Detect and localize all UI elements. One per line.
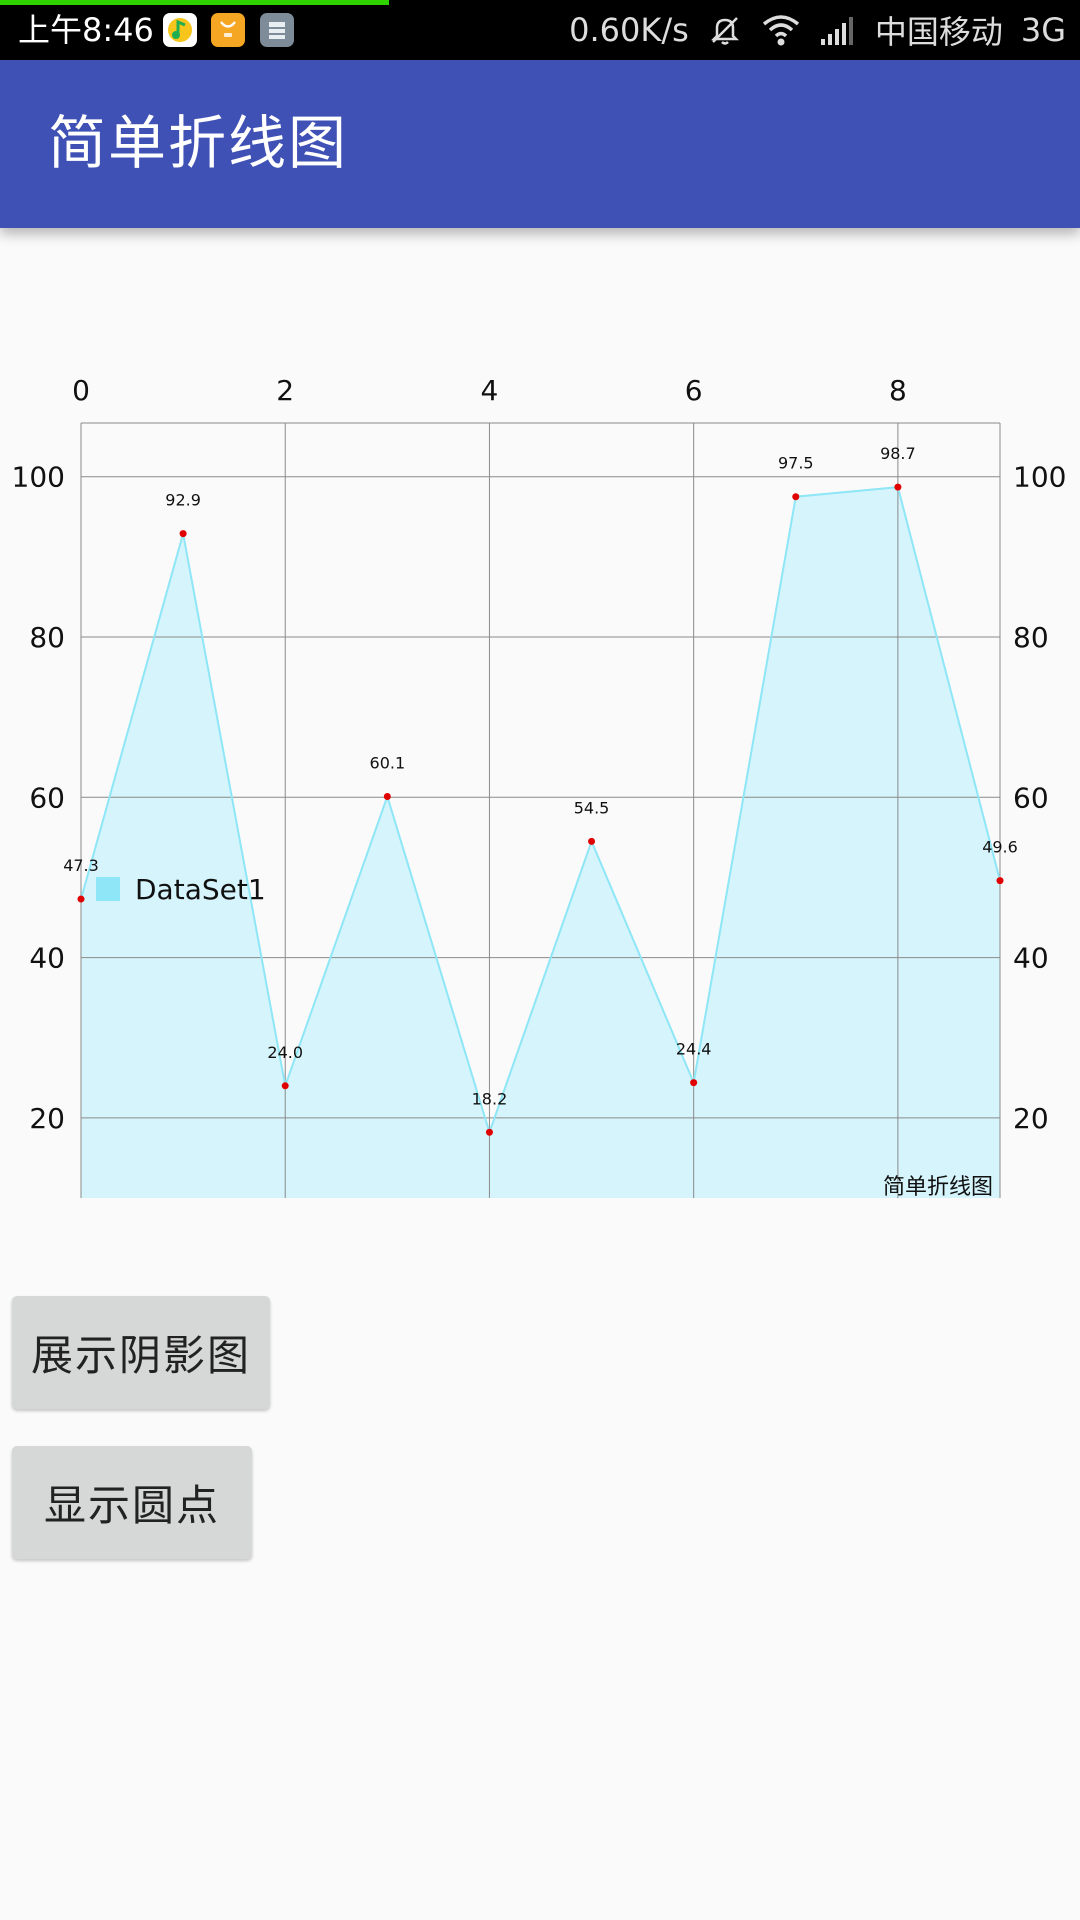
data-point xyxy=(792,493,800,501)
vibrate-mute-icon xyxy=(707,12,743,48)
y-tick-label-left: 20 xyxy=(29,1102,65,1135)
data-value-label: 24.4 xyxy=(676,1040,712,1059)
x-tick-label: 2 xyxy=(276,374,294,407)
wifi-icon xyxy=(761,13,801,47)
data-point xyxy=(485,1128,493,1136)
y-tick-label-right: 60 xyxy=(1013,781,1049,814)
data-point xyxy=(690,1079,698,1087)
status-time: 上午8:46 xyxy=(18,11,154,49)
data-point xyxy=(996,877,1004,885)
data-value-label: 47.3 xyxy=(63,856,99,875)
data-point xyxy=(281,1082,289,1090)
x-tick-label: 6 xyxy=(685,374,703,407)
network-speed: 0.60K/s xyxy=(569,11,689,49)
show-dots-button[interactable]: 显示圆点 xyxy=(12,1446,252,1559)
data-value-label: 18.2 xyxy=(472,1089,508,1108)
status-bar: 上午8:46 0.60K/s xyxy=(0,0,1080,60)
line-chart[interactable]: 0 2 4 6 8 20 20 40 40 60 60 80 80 100 100 47.3 92.9 24.0 6… xyxy=(0,360,1080,1240)
data-value-label: 60.1 xyxy=(370,753,406,772)
data-point xyxy=(77,895,85,903)
data-point xyxy=(383,792,391,800)
qq-music-icon xyxy=(163,13,197,47)
y-tick-label-right: 100 xyxy=(1013,461,1066,494)
data-value-label: 54.5 xyxy=(574,798,610,817)
app-bar: 简单折线图 xyxy=(0,60,1080,228)
data-point xyxy=(894,483,902,491)
series-line xyxy=(80,486,1001,1136)
load-progress-bar xyxy=(0,0,389,5)
y-tick-label-right: 40 xyxy=(1013,942,1049,975)
x-tick-label: 4 xyxy=(481,374,499,407)
data-point xyxy=(588,837,596,845)
mi-store-icon xyxy=(211,13,245,47)
carrier-name: 中国移动 xyxy=(874,13,1003,51)
show-shadow-button[interactable]: 展示阴影图 xyxy=(12,1296,270,1409)
x-tick-label: 8 xyxy=(889,374,907,407)
y-tick-label-right: 20 xyxy=(1013,1102,1049,1135)
signal-icon xyxy=(819,13,857,47)
data-point xyxy=(179,530,187,538)
data-value-label: 24.0 xyxy=(267,1043,303,1062)
legend-label: DataSet1 xyxy=(135,873,266,906)
y-tick-label-left: 40 xyxy=(29,942,65,975)
y-tick-label-left: 100 xyxy=(12,461,65,494)
app-title: 简单折线图 xyxy=(48,109,349,177)
y-tick-label-left: 60 xyxy=(29,781,65,814)
data-value-label: 98.7 xyxy=(880,444,916,463)
data-value-label: 97.5 xyxy=(778,454,814,473)
legend-swatch xyxy=(96,877,120,901)
area-fill xyxy=(81,487,1000,1198)
network-type: 3G xyxy=(1020,11,1066,49)
y-tick-label-left: 80 xyxy=(29,621,65,654)
data-value-label: 49.6 xyxy=(982,838,1018,857)
data-value-label: 92.9 xyxy=(165,491,201,510)
status-indicators: 0.60K/s 中国移动 xyxy=(569,8,1066,52)
x-tick-label: 0 xyxy=(72,374,90,407)
y-tick-label-right: 80 xyxy=(1013,621,1049,654)
chart-description: 简单折线图 xyxy=(883,1175,993,1200)
storage-app-icon xyxy=(260,13,294,47)
